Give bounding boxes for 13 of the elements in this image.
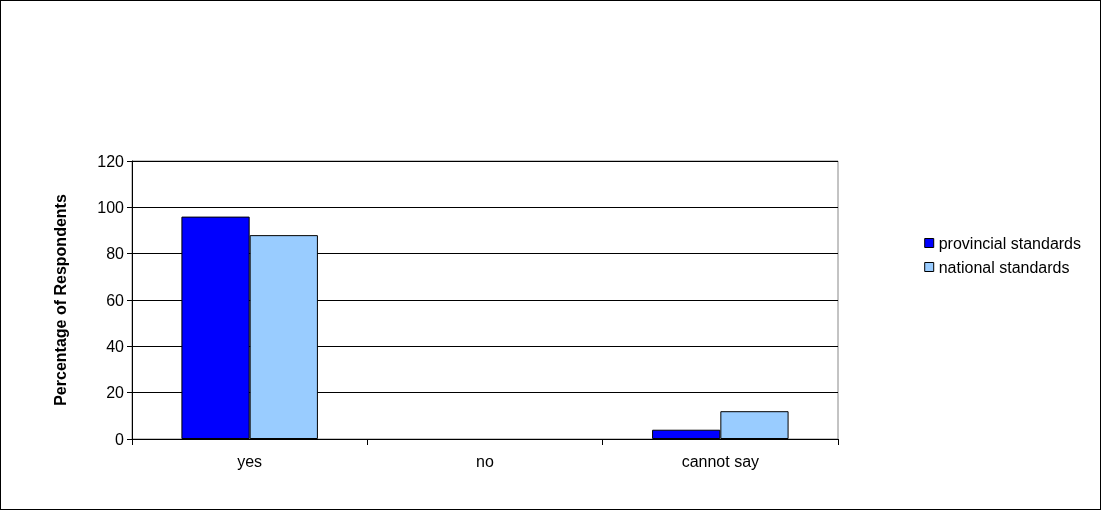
- y-tick-label: 100: [97, 198, 125, 216]
- y-tick-label: 80: [106, 245, 125, 263]
- y-tick-label: 120: [97, 152, 125, 170]
- y-tick-label: 40: [106, 337, 125, 355]
- x-tick-label: no: [476, 452, 494, 470]
- y-tick-label: 20: [106, 384, 125, 402]
- legend-label: national standards: [938, 258, 1070, 276]
- x-tick-label: yes: [237, 452, 263, 470]
- legend-label: provincial standards: [938, 234, 1081, 252]
- y-tick-label: 60: [106, 291, 125, 309]
- x-tick-label: cannot say: [681, 452, 760, 470]
- y-tick-label: 0: [115, 430, 125, 448]
- y-axis-title: Percentage of Respondents: [51, 194, 69, 406]
